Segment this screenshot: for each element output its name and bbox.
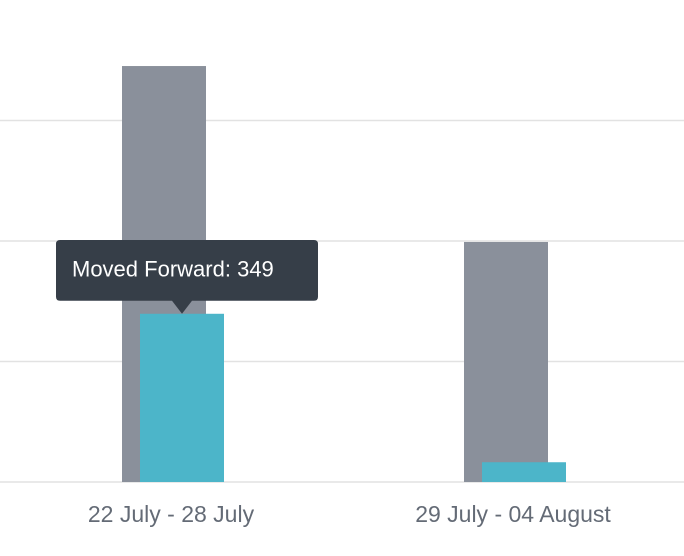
tooltip: Moved Forward: 349 bbox=[56, 240, 318, 314]
category-labels: 22 July - 28 July 29 July - 04 August bbox=[88, 501, 612, 527]
x-tick-label: 29 July - 04 August bbox=[415, 501, 611, 527]
bar bbox=[464, 241, 548, 482]
x-tick-label: 22 July - 28 July bbox=[88, 501, 255, 527]
tooltip-value: 349 bbox=[237, 256, 274, 281]
bar bbox=[482, 462, 566, 482]
tooltip-separator: : bbox=[225, 256, 237, 281]
bar bbox=[140, 313, 224, 482]
tooltip-series-name: Moved Forward bbox=[72, 256, 225, 281]
tooltip-box bbox=[56, 240, 318, 314]
tooltip-text: Moved Forward: 349 bbox=[72, 256, 274, 281]
grid bbox=[0, 119, 684, 483]
